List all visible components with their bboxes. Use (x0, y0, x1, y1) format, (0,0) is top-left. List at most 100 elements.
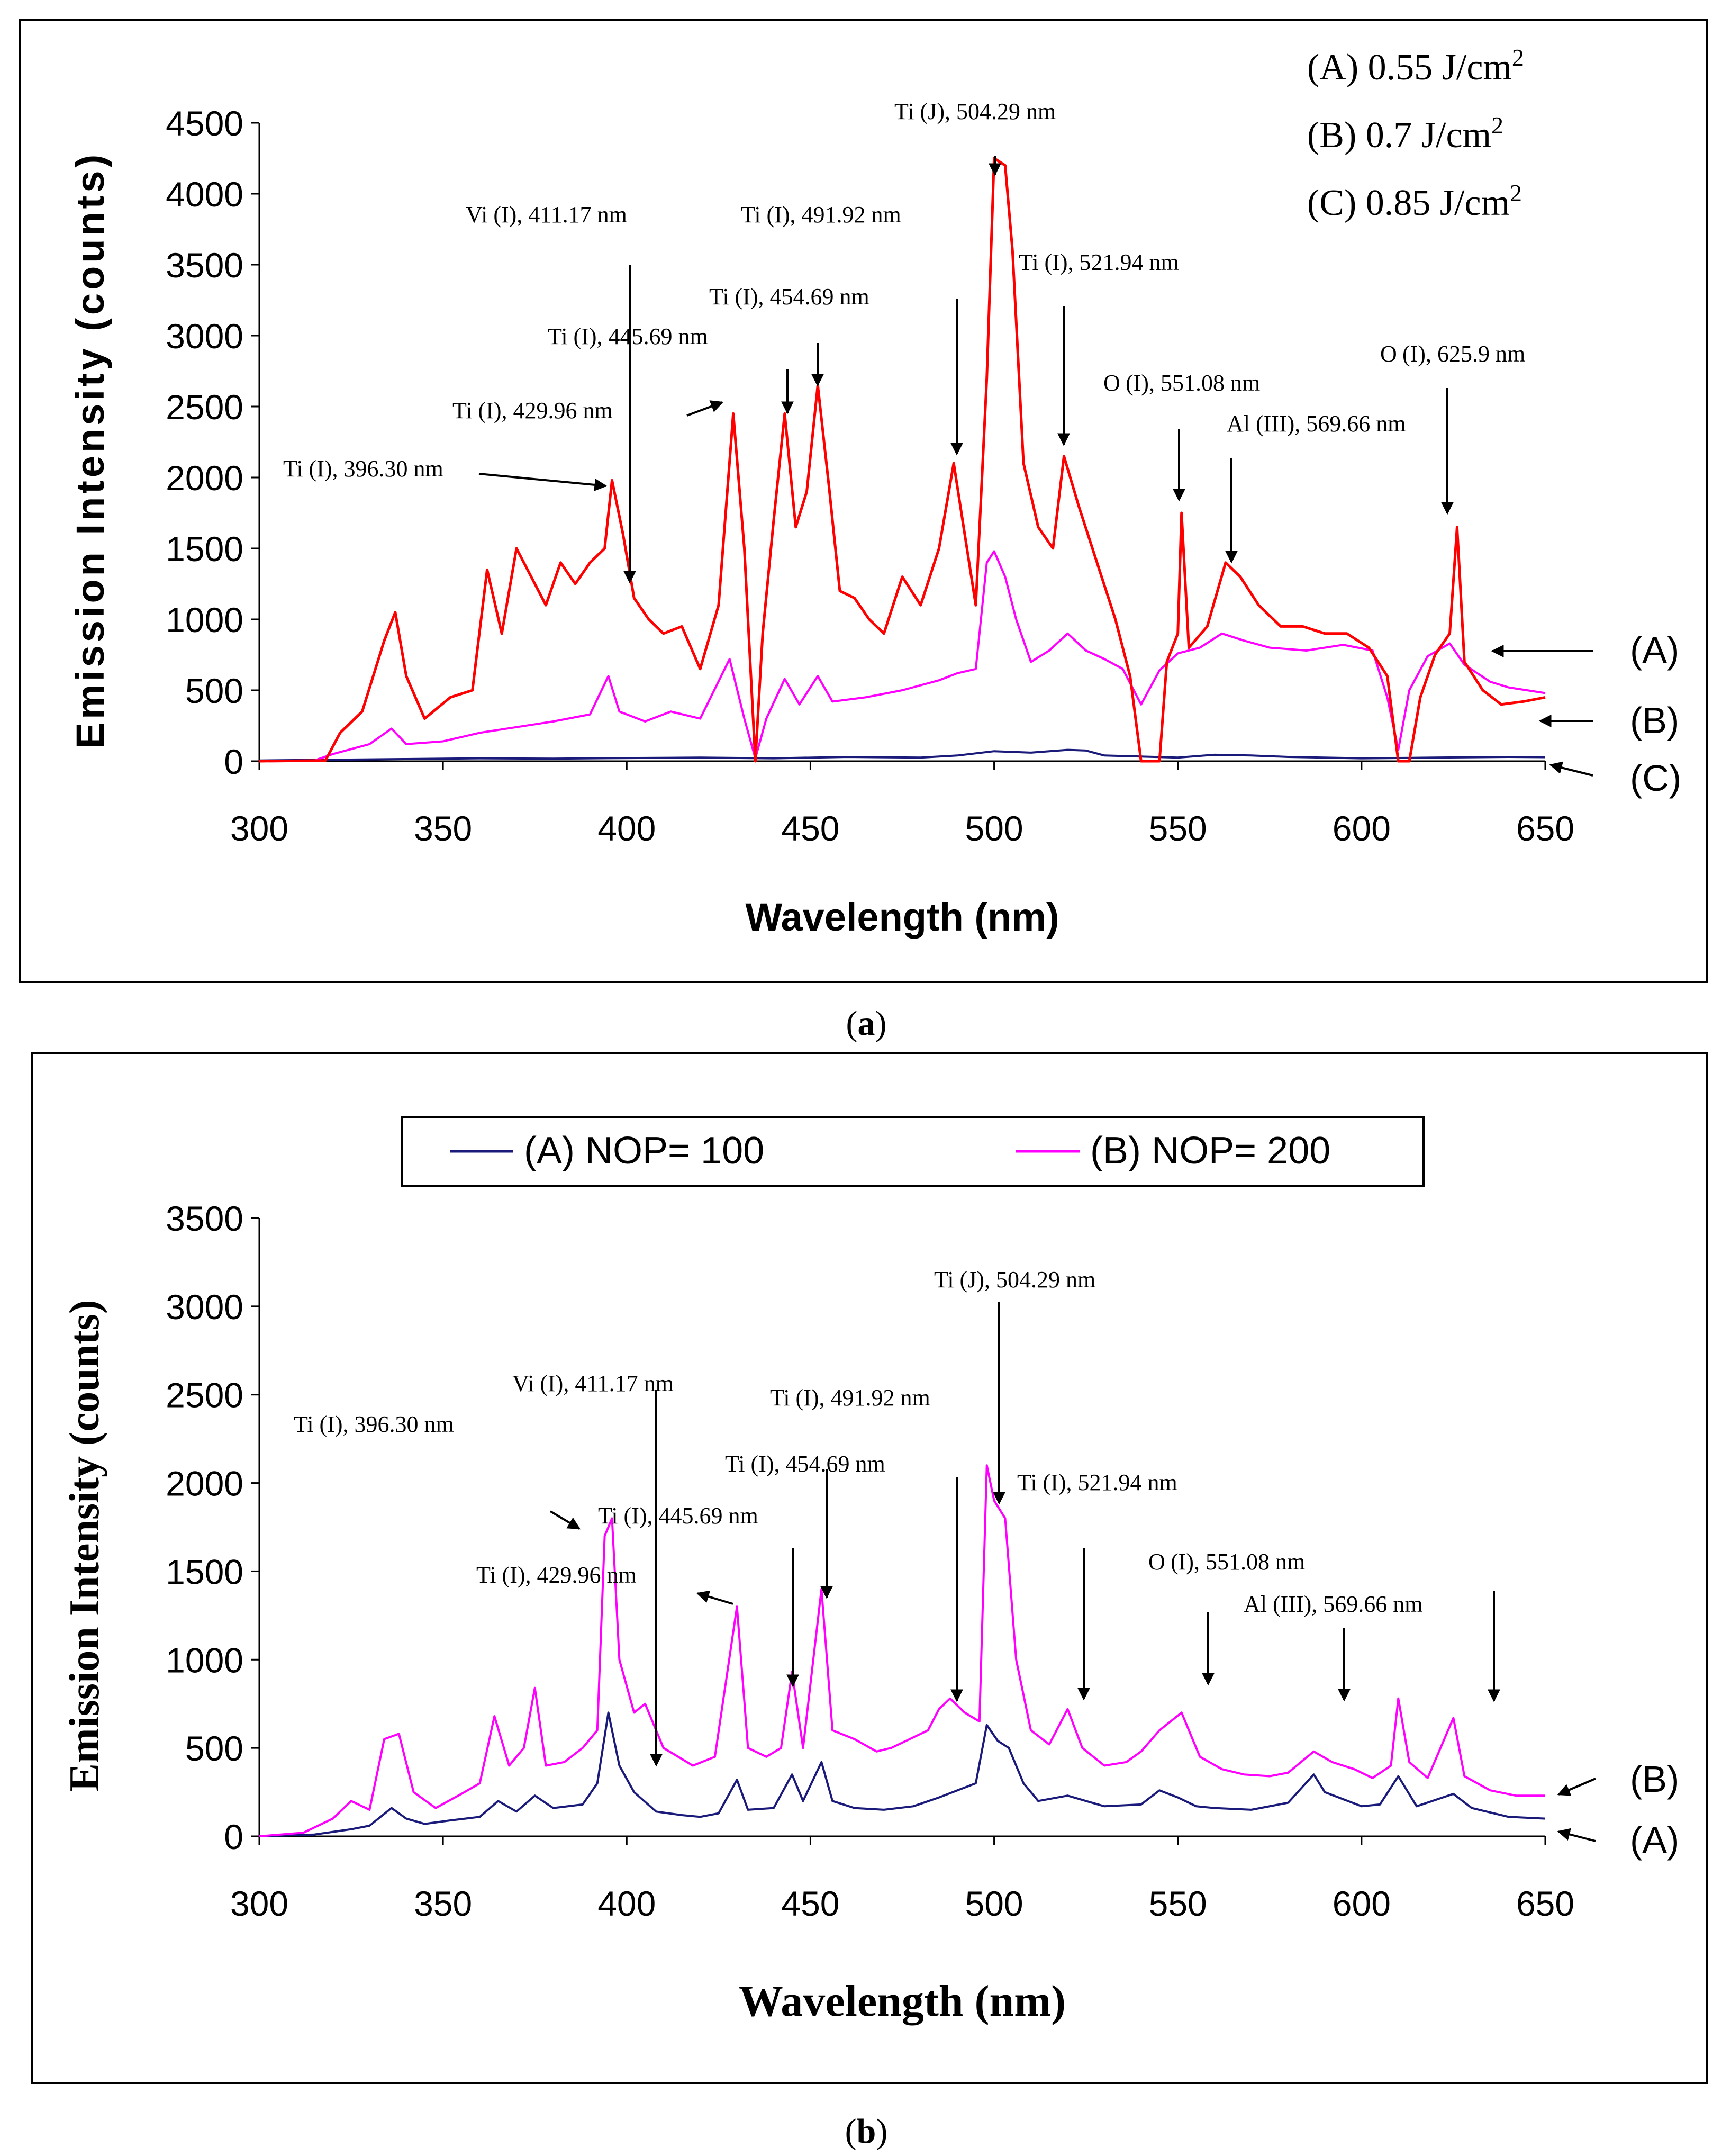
annotation-arrow (696, 1590, 733, 1605)
y-tick-label: 1000 (166, 600, 243, 639)
legend: (A) 0.55 J/cm2(B) 0.7 J/cm2(C) 0.85 J/cm… (1307, 44, 1524, 223)
y-tick-label: 0 (224, 1817, 243, 1856)
panel-caption: (a) (846, 1004, 887, 1043)
panel-caption: (b) (845, 2112, 888, 2151)
y-tick-label: 3500 (166, 246, 243, 285)
annotation-peak-label: Ti (I), 429.96 nm (452, 398, 613, 423)
legend-entry-text: (B) 0.7 J/cm (1307, 115, 1491, 156)
annotation-peak-label: (I), 625.9 nm (1402, 341, 1525, 367)
x-tick-label: 450 (781, 1884, 839, 1923)
x-tick-label: 500 (965, 809, 1023, 848)
y-tick-label: 3500 (166, 1199, 243, 1238)
annotation-peak-label: (I), 551.08 nm (1171, 1549, 1305, 1575)
y-tick-label: 2500 (166, 1376, 243, 1415)
y-tick-label: 4000 (166, 175, 243, 214)
legend-entry: (A) NOP= 100 (524, 1130, 764, 1172)
series-label-arrow (1549, 761, 1593, 777)
legend-entry: (B) NOP= 200 (1090, 1130, 1330, 1172)
annotation-peak-label: Ti (I), 521.94 nm (1017, 1469, 1177, 1495)
x-tick-label: 550 (1149, 809, 1207, 848)
y-tick-label: 1500 (166, 1552, 243, 1591)
series-label: (A) (1630, 1819, 1679, 1861)
annotation-arrow (549, 1510, 581, 1530)
annotation-peak-label: (I), 551.08 nm (1126, 370, 1260, 396)
y-tick-label: 3000 (166, 317, 243, 356)
y-tick-label: 3000 (166, 1287, 243, 1327)
series-label: (B) (1630, 1758, 1679, 1800)
series-label: (C) (1630, 757, 1681, 799)
y-axis-title: Emission Intensity (counts) (68, 151, 112, 748)
caption-paren: ( (845, 2112, 857, 2151)
annotation-peak-label: Ti (J), 504.29 nm (894, 98, 1056, 124)
x-tick-label: 400 (597, 1884, 656, 1923)
annotation-peak-label: Ti (I), 396.30 nm (283, 456, 443, 482)
legend-entry: (A) 0.55 J/cm2 (1307, 44, 1524, 88)
annotation-element-label: O (1103, 370, 1120, 396)
legend: (A) NOP= 100 (B) NOP= 200 (401, 1116, 1425, 1187)
caption-paren: ) (875, 1004, 887, 1043)
x-axis-title: Wavelength (nm) (745, 895, 1059, 939)
annotation-peak-label: Al (III), 569.66 nm (1227, 411, 1406, 437)
annotation-arrow (478, 473, 608, 491)
series-line-0 (259, 748, 1546, 762)
annotation-peak-label: Ti (I), 454.69 nm (725, 1451, 885, 1477)
annotation-element-label: O (1380, 341, 1397, 367)
annotation-peak-label: Ti (I), 491.92 nm (741, 202, 901, 228)
annotation-arrow (686, 400, 724, 417)
annotation-peak-label: Ti (I), 454.69 nm (709, 284, 869, 310)
x-tick-label: 350 (414, 1884, 472, 1923)
legend-box (401, 1116, 1425, 1187)
y-tick-label: 4500 (166, 104, 243, 143)
caption-paren: ) (876, 2112, 887, 2151)
legend-entry-text: (A) 0.55 J/cm (1307, 47, 1512, 88)
chart-frame (19, 19, 1708, 983)
legend-entry: (B) 0.7 J/cm2 (1307, 112, 1503, 156)
legend-entry-text: (C) 0.85 J/cm (1307, 183, 1510, 223)
legend-superscript: 2 (1512, 44, 1524, 71)
series-label-arrow (1557, 1778, 1596, 1796)
y-tick-label: 0 (224, 742, 243, 781)
annotation-element-label: O (1148, 1549, 1165, 1575)
annotation-peak-label: Ti (I), 429.96 nm (476, 1562, 637, 1588)
x-tick-label: 400 (597, 809, 656, 848)
y-tick-label: 1000 (166, 1640, 243, 1680)
x-tick-label: 300 (230, 809, 288, 848)
x-tick-label: 500 (965, 1884, 1023, 1923)
x-tick-label: 650 (1516, 1884, 1574, 1923)
x-tick-label: 600 (1333, 1884, 1391, 1923)
x-axis-title: Wavelength (nm) (739, 1977, 1066, 2026)
y-axis-title: Emission Intensity (counts) (61, 1300, 108, 1791)
annotation-peak-label: Vi (I), 411.17 nm (466, 202, 627, 228)
x-tick-label: 550 (1149, 1884, 1207, 1923)
series-line-0 (259, 1711, 1546, 1837)
legend-superscript: 2 (1510, 179, 1522, 206)
y-tick-label: 500 (185, 671, 243, 710)
annotation-peak-label: Ti (I), 491.92 nm (770, 1385, 930, 1411)
y-tick-label: 500 (185, 1729, 243, 1768)
caption-letter: b (857, 2112, 876, 2151)
legend-entry: (C) 0.85 J/cm2 (1307, 179, 1522, 223)
annotation-peak-label: Al (III), 569.66 nm (1244, 1591, 1423, 1617)
caption-paren: ( (846, 1004, 858, 1043)
x-tick-label: 450 (781, 809, 839, 848)
caption-letter: a (858, 1004, 875, 1043)
chart-frame (31, 1052, 1708, 2084)
annotation-peak-label: Ti (I), 521.94 nm (1019, 249, 1179, 275)
series-label: (B) (1630, 700, 1679, 741)
y-tick-label: 2000 (166, 458, 243, 498)
annotation-peak-label: Ti (I), 445.69 nm (598, 1503, 758, 1529)
y-tick-label: 2500 (166, 387, 243, 427)
series-line-2 (259, 157, 1546, 763)
x-tick-label: 650 (1516, 809, 1574, 848)
legend-superscript: 2 (1491, 112, 1503, 139)
series-line-1 (259, 550, 1546, 762)
x-tick-label: 300 (230, 1884, 288, 1923)
series-label: (A) (1630, 629, 1679, 671)
series-line-1 (259, 1464, 1545, 1837)
y-tick-label: 2000 (166, 1464, 243, 1503)
x-tick-label: 350 (414, 809, 472, 848)
annotation-peak-label: Ti (J), 504.29 nm (934, 1267, 1095, 1293)
annotation-peak-label: Ti (I), 396.30 nm (294, 1411, 454, 1437)
